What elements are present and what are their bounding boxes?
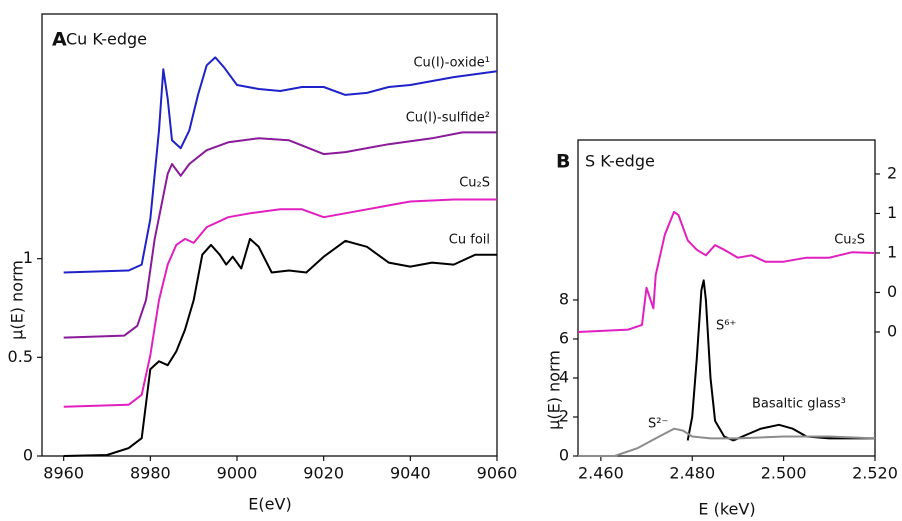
y2-tick-label: 0 xyxy=(887,321,897,340)
series-label: Cu foil xyxy=(449,233,490,248)
x-tick-label: 2.460 xyxy=(578,464,624,483)
series-label: Cu₂S xyxy=(459,176,490,191)
series-label: Basaltic glass³ xyxy=(752,397,846,412)
x-tick-label: 9040 xyxy=(390,464,431,483)
y2-tick-label: 1 xyxy=(887,242,897,261)
plot-frame xyxy=(577,139,876,457)
y-tick-label: 8 xyxy=(559,289,569,308)
series-label: Cu₂S xyxy=(834,233,865,248)
panel-title: Cu K-edge xyxy=(66,30,147,49)
x-tick-label: 2.500 xyxy=(761,464,807,483)
y-tick-label: 2 xyxy=(559,406,569,425)
annotation: S⁶⁺ xyxy=(716,319,736,334)
series-label: S²⁻ xyxy=(648,417,668,432)
x-tick-label: 9000 xyxy=(217,464,258,483)
series-line xyxy=(63,198,497,408)
series-line xyxy=(578,427,876,457)
panel-letter: B xyxy=(556,151,570,173)
series-label: Cu(I)-sulfide² xyxy=(406,111,490,126)
y2-tick-label: 2 xyxy=(887,163,897,182)
y-tick-label: 0 xyxy=(23,446,33,465)
y-tick-label: 0.5 xyxy=(8,347,33,366)
plot-frame xyxy=(41,13,498,457)
series-line xyxy=(63,237,497,457)
y-tick-label: 4 xyxy=(559,367,569,386)
x-tick-label: 9060 xyxy=(477,464,518,483)
x-axis-title: E (keV) xyxy=(698,500,755,519)
panel-letter: A xyxy=(52,29,67,51)
y-tick-label: 1 xyxy=(23,248,33,267)
series-label: Cu(I)-oxide¹ xyxy=(413,56,490,71)
series-line xyxy=(577,210,876,333)
x-tick-label: 9020 xyxy=(303,464,344,483)
y-tick-label: 0 xyxy=(559,446,569,465)
x-tick-label: 2.480 xyxy=(669,464,715,483)
series-line xyxy=(63,56,498,274)
y-axis-title: μ(E) norm xyxy=(545,350,564,430)
panel-title: S K-edge xyxy=(585,152,655,171)
x-tick-label: 2.520 xyxy=(852,464,898,483)
x-tick-label: 8980 xyxy=(130,464,171,483)
series-line xyxy=(63,131,497,339)
series-line xyxy=(686,279,875,442)
y-axis-title: μ(E) norm xyxy=(8,260,27,340)
x-axis-title: E(eV) xyxy=(248,495,291,514)
x-tick-label: 8960 xyxy=(43,464,84,483)
y2-tick-label: 0 xyxy=(887,282,897,301)
y2-tick-label: 1 xyxy=(887,203,897,222)
y-tick-label: 6 xyxy=(559,328,569,347)
